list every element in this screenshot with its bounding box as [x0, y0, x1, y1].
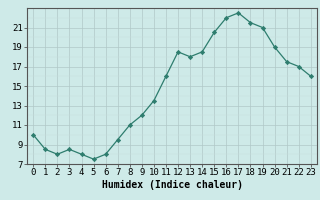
X-axis label: Humidex (Indice chaleur): Humidex (Indice chaleur) [101, 180, 243, 190]
